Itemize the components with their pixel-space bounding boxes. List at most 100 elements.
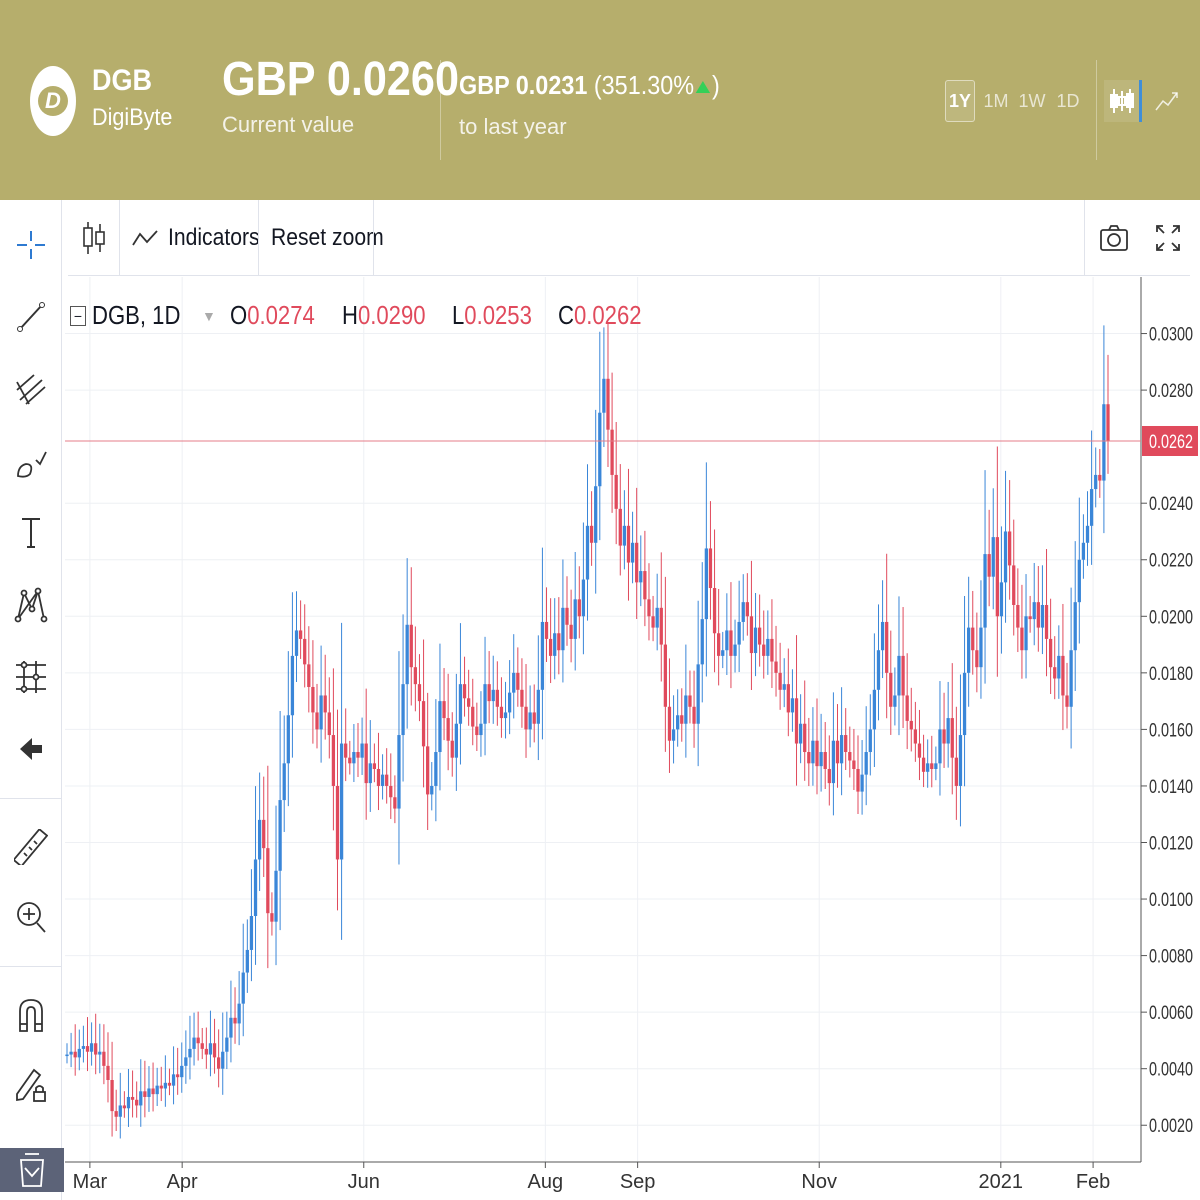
candle-body	[557, 633, 561, 651]
candle-body	[819, 752, 823, 767]
candle-body	[749, 616, 754, 654]
candle-body	[512, 672, 516, 693]
trendline-icon[interactable]	[12, 298, 50, 336]
brush-icon[interactable]	[12, 444, 50, 482]
ruler-icon[interactable]	[12, 828, 50, 866]
back-arrow-icon[interactable]	[12, 730, 50, 768]
change-label: to last year	[459, 114, 567, 139]
candle-body	[106, 1065, 110, 1081]
candle-body	[876, 650, 881, 690]
candle-body	[225, 1037, 229, 1052]
candle-body	[897, 655, 901, 696]
candle-body	[676, 715, 680, 730]
candle-body	[1069, 650, 1073, 707]
trash-icon[interactable]	[0, 1148, 64, 1192]
candle-body	[471, 706, 475, 727]
candle-body	[479, 723, 483, 736]
line-chart-icon[interactable]	[1148, 80, 1186, 122]
candle-body	[856, 768, 860, 792]
fib-icon[interactable]	[12, 370, 50, 408]
fullscreen-button[interactable]	[1154, 200, 1182, 276]
candle-body	[118, 1105, 122, 1117]
period-1d[interactable]: 1D	[1056, 90, 1080, 111]
chart-style-button[interactable]	[82, 200, 112, 276]
digibyte-logo: D	[30, 66, 76, 136]
period-1w[interactable]: 1W	[1018, 90, 1046, 111]
zoom-in-icon[interactable]	[12, 898, 50, 936]
candle-body	[737, 621, 741, 645]
candle-body	[1061, 655, 1065, 696]
candle-body	[393, 797, 397, 809]
candle-body	[544, 621, 549, 639]
reset-zoom-button[interactable]: Reset zoom	[271, 200, 399, 276]
candle-body	[782, 684, 786, 690]
candle-body	[917, 743, 922, 758]
indicators-button[interactable]: Indicators	[132, 200, 272, 276]
candle-body	[1081, 542, 1086, 560]
crosshair-icon[interactable]	[12, 226, 50, 264]
candle-body	[282, 763, 286, 801]
candle-body	[815, 740, 819, 767]
candle-body	[397, 735, 401, 809]
candle-body	[958, 735, 963, 786]
candle-body	[491, 689, 495, 702]
candle-body	[1032, 602, 1036, 620]
reset-zoom-label: Reset zoom	[271, 224, 384, 251]
prediction-icon[interactable]	[12, 658, 50, 696]
candle-body	[253, 859, 258, 917]
screenshot-button[interactable]	[1098, 200, 1130, 276]
period-1m[interactable]: 1M	[983, 90, 1009, 111]
current-price-label: 0.0262	[1149, 432, 1193, 453]
asset-name: DigiByte	[92, 104, 173, 131]
candlestick-chart-icon[interactable]	[1104, 80, 1142, 122]
candle-body	[385, 774, 389, 786]
candle-body	[389, 785, 393, 798]
candle-body	[77, 1048, 81, 1058]
text-icon[interactable]	[12, 514, 50, 552]
y-tick-label: 0.0180	[1149, 664, 1193, 685]
legend-high: H0.0290	[342, 300, 426, 331]
candle-body	[405, 624, 409, 685]
candle-body	[786, 684, 790, 713]
candle-body	[85, 1046, 90, 1052]
candle-body	[81, 1046, 86, 1049]
y-tick-label: 0.0100	[1149, 890, 1193, 911]
candle-body	[196, 1037, 200, 1044]
candle-body	[122, 1105, 127, 1109]
collapse-legend-icon[interactable]: −	[70, 305, 86, 326]
y-tick-label: 0.0220	[1149, 551, 1193, 572]
candle-body	[278, 800, 282, 871]
candle-body	[868, 729, 872, 753]
drawing-toolbar	[0, 200, 62, 1200]
candle-body	[524, 706, 528, 730]
candle-body	[1106, 404, 1110, 441]
period-1y[interactable]: 1Y	[945, 80, 975, 122]
legend-low: L0.0253	[452, 300, 532, 331]
candle-body	[442, 701, 446, 719]
price-chart[interactable]: 0.0300 0.0280 0.0240 0.0220 0.0200 0.0180 0.01…	[65, 277, 1200, 1192]
candle-body	[1098, 474, 1102, 481]
legend-dropdown-icon[interactable]: ▼	[202, 307, 216, 324]
candle-body	[725, 630, 729, 651]
candle-body	[73, 1051, 77, 1058]
lock-drawings-icon[interactable]	[12, 1066, 50, 1104]
candle-body	[401, 684, 405, 736]
candle-body	[671, 729, 676, 741]
header-divider-2	[1096, 60, 1097, 160]
candle-body	[1036, 602, 1040, 628]
candle-body	[893, 695, 897, 707]
candle-body	[98, 1051, 102, 1055]
magnet-icon[interactable]	[12, 996, 50, 1034]
pattern-icon[interactable]	[12, 586, 50, 624]
candle-body	[774, 661, 778, 673]
candle-body	[585, 525, 590, 580]
change-value: GBP 0.0231	[459, 70, 588, 100]
x-tick-label: Aug	[528, 1171, 564, 1192]
candle-body	[139, 1091, 143, 1106]
candle-body	[733, 644, 737, 656]
candle-body	[778, 672, 782, 690]
candle-body	[798, 723, 803, 744]
candle-body	[630, 542, 635, 563]
candle-body	[553, 633, 557, 656]
candle-body	[1020, 627, 1024, 651]
